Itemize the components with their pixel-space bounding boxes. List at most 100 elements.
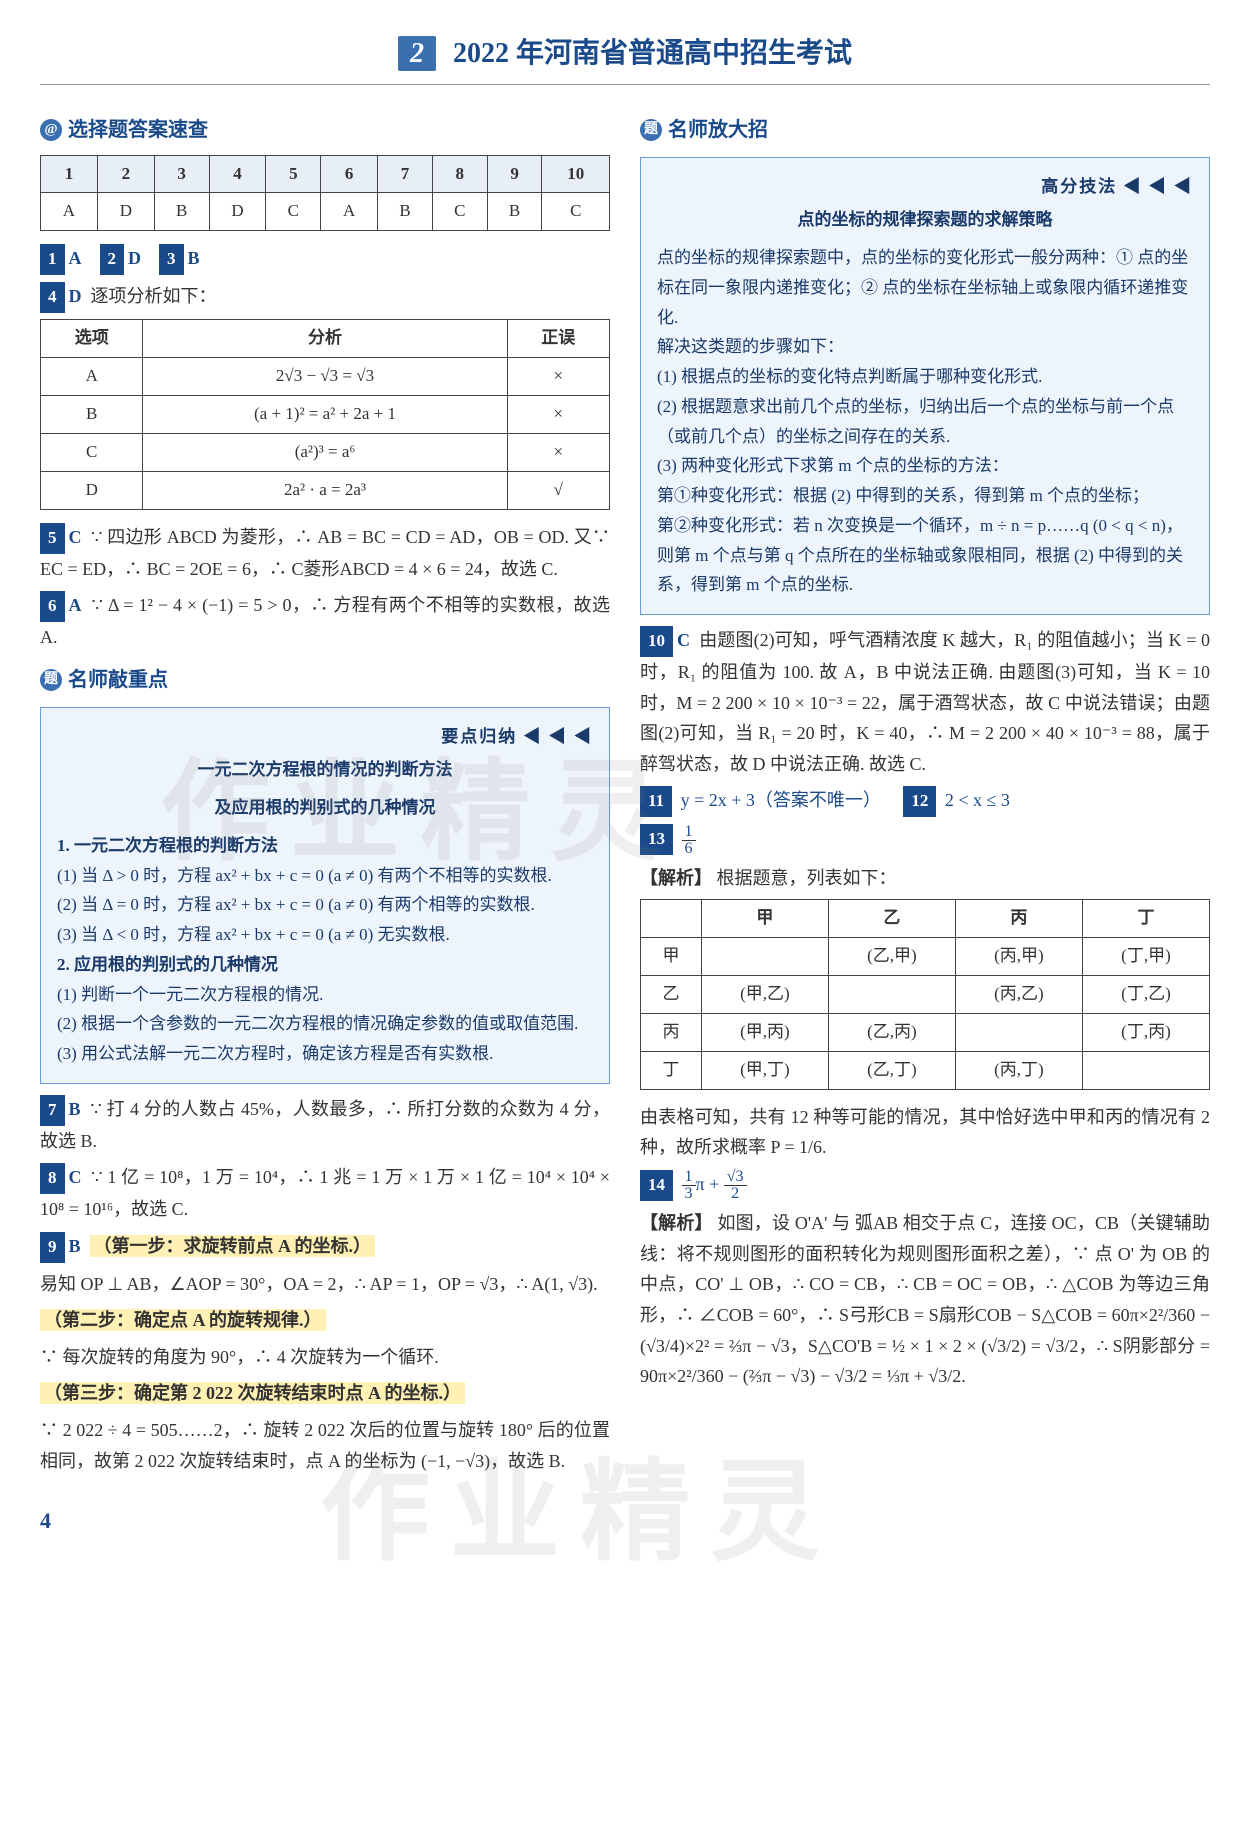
tip-line: (2) 根据一个含参数的一元二次方程根的情况确定参数的值或取值范围.: [57, 1009, 593, 1039]
tip2-heading: 题 名师放大招: [640, 113, 1210, 147]
q4-line: 4D 逐项分析如下：: [40, 281, 610, 313]
tip-line: (1) 当 Δ > 0 时，方程 ax² + bx + c = 0 (a ≠ 0…: [57, 861, 593, 891]
quickcheck-label: 选择题答案速查: [68, 113, 208, 147]
cell: A: [41, 358, 143, 396]
answer: B: [69, 1099, 81, 1119]
answer: 2 < x ≤ 3: [945, 790, 1010, 810]
tip-line: 点的坐标的规律探索题中，点的坐标的变化形式一般分两种：① 点的坐标在同一象限内递…: [657, 243, 1193, 332]
cell: A: [41, 193, 98, 231]
table-row: C(a²)³ = a⁶×: [41, 433, 610, 471]
qnum: 2: [100, 244, 125, 275]
q14-head: 14 13π + √32: [640, 1169, 1210, 1202]
cell: 乙: [828, 900, 955, 938]
table-row: 甲 乙 丙 丁: [641, 900, 1210, 938]
tip-center: 及应用根的判别式的几种情况: [57, 793, 593, 823]
cell: 分析: [143, 320, 507, 358]
cell: 3: [154, 155, 209, 193]
text: 如图，设 O'A' 与 弧AB 相交于点 C，连接 OC，CB（关键辅助线：将不…: [640, 1213, 1210, 1386]
q5: 5C ∵ 四边形 ABCD 为菱形，∴ AB = BC = CD = AD，OB…: [40, 522, 610, 584]
q13-head: 13 16: [640, 823, 1210, 856]
text: ∵ 打 4 分的人数占 45%，人数最多，∴ 所打分数的众数为 4 分，故选 B…: [40, 1099, 610, 1151]
cell: [955, 1013, 1082, 1051]
cell: B: [154, 193, 209, 231]
analysis-table: 选项 分析 正误 A2√3 − √3 = √3× B(a + 1)² = a² …: [40, 319, 610, 509]
table-row: 丙(甲,丙)(乙,丙)(丁,丙): [641, 1013, 1210, 1051]
tip-line: 第①种变化形式：根据 (2) 中得到的关系，得到第 m 个点的坐标；: [657, 481, 1193, 511]
cell: [828, 976, 955, 1014]
text: 逐项分析如下：: [91, 286, 217, 306]
answer: C: [69, 527, 82, 547]
table-row: 乙(甲,乙)(丙,乙)(丁,乙): [641, 976, 1210, 1014]
step-label: （第二步：确定点 A 的旋转规律.）: [40, 1309, 326, 1331]
cell: D: [41, 471, 143, 509]
cell: ×: [507, 395, 609, 433]
cell: 5: [266, 155, 321, 193]
jiexi-label: 【解析】: [640, 1213, 713, 1233]
tip-line: (3) 用公式法解一元二次方程时，确定该方程是否有实数根.: [57, 1039, 593, 1069]
jiexi-label: 【解析】: [640, 868, 712, 888]
qnum: 7: [40, 1095, 65, 1126]
q9-step1: 易知 OP ⊥ AB，∠AOP = 30°，OA = 2，∴ AP = 1，OP…: [40, 1269, 610, 1300]
star-icon: 题: [640, 119, 662, 141]
cell: [701, 938, 828, 976]
cell: (甲,乙): [701, 976, 828, 1014]
answer: D: [69, 286, 82, 306]
qnum: 4: [40, 282, 65, 313]
cell: 正误: [507, 320, 609, 358]
cell: (甲,丙): [701, 1013, 828, 1051]
tip-h: 2. 应用根的判别式的几种情况: [57, 950, 593, 980]
circle-icon: @: [40, 119, 62, 141]
answer: 16: [682, 828, 696, 848]
cell: 丙: [955, 900, 1082, 938]
qnum: 9: [40, 1232, 65, 1263]
answer: B: [69, 1236, 81, 1256]
answer: y = 2x + 3（答案不唯一）: [681, 790, 881, 810]
cell: ×: [507, 433, 609, 471]
qnum: 1: [40, 244, 65, 275]
q14-jiexi: 【解析】 如图，设 O'A' 与 弧AB 相交于点 C，连接 OC，CB（关键辅…: [640, 1208, 1210, 1392]
tip1-label: 名师敲重点: [68, 663, 168, 697]
cell: 甲: [701, 900, 828, 938]
book-icon: 题: [40, 669, 62, 691]
cell: (丙,丁): [955, 1051, 1082, 1089]
probability-table: 甲 乙 丙 丁 甲(乙,甲)(丙,甲)(丁,甲) 乙(甲,乙)(丙,乙)(丁,乙…: [640, 899, 1210, 1089]
cell: 丙: [641, 1013, 702, 1051]
tip2-box: 高分技法 ◀ ◀ ◀ 点的坐标的规律探索题的求解策略 点的坐标的规律探索题中，点…: [640, 157, 1210, 616]
cell: 10: [542, 155, 610, 193]
qnum: 11: [640, 786, 672, 817]
cell: [641, 900, 702, 938]
cell: (丙,乙): [955, 976, 1082, 1014]
table-row: B(a + 1)² = a² + 2a + 1×: [41, 395, 610, 433]
tip-line: 解决这类题的步骤如下：: [657, 332, 1193, 362]
qnum: 10: [640, 626, 673, 657]
cell: (丙,甲): [955, 938, 1082, 976]
cell: (乙,甲): [828, 938, 955, 976]
tip1-heading: 题 名师敲重点: [40, 663, 610, 697]
tip-line: (3) 当 Δ < 0 时，方程 ax² + bx + c = 0 (a ≠ 0…: [57, 920, 593, 950]
cell: (丁,丙): [1082, 1013, 1209, 1051]
cell: 甲: [641, 938, 702, 976]
answer: C: [677, 630, 690, 650]
q9-step3: ∵ 2 022 ÷ 4 = 505……2，∴ 旋转 2 022 次后的位置与旋转…: [40, 1415, 610, 1476]
answer: A: [69, 248, 82, 268]
cell: 1: [41, 155, 98, 193]
cell: A: [321, 193, 378, 231]
q13-tail: 由表格可知，共有 12 种等可能的情况，其中恰好选中甲和丙的情况有 2 种，故所…: [640, 1102, 1210, 1163]
page-title: 2 2022 年河南省普通高中招生考试: [40, 30, 1210, 85]
tip-sub: 高分技法 ◀ ◀ ◀: [657, 172, 1193, 202]
q13-jiexi: 【解析】 根据题意，列表如下：: [640, 863, 1210, 894]
text: 根据题意，列表如下：: [717, 868, 897, 888]
cell: C: [41, 433, 143, 471]
tip-center: 点的坐标的规律探索题的求解策略: [657, 205, 1193, 235]
q7: 7B ∵ 打 4 分的人数占 45%，人数最多，∴ 所打分数的众数为 4 分，故…: [40, 1094, 610, 1156]
cell: 2a² · a = 2a³: [143, 471, 507, 509]
cell: D: [97, 193, 154, 231]
table-row: 1 2 3 4 5 6 7 8 9 10: [41, 155, 610, 193]
q10: 10C 由题图(2)可知，呼气酒精浓度 K 越大，R₁ 的阻值越小；当 K = …: [640, 625, 1210, 779]
tip-line: (3) 两种变化形式下求第 m 个点的坐标的方法：: [657, 451, 1193, 481]
cell: B: [41, 395, 143, 433]
cell: 丁: [641, 1051, 702, 1089]
cell: C: [432, 193, 487, 231]
tip-line: (1) 判断一个一元二次方程根的情况.: [57, 980, 593, 1010]
q8: 8C ∵ 1 亿 = 10⁸，1 万 = 10⁴，∴ 1 兆 = 1 万 × 1…: [40, 1162, 610, 1224]
